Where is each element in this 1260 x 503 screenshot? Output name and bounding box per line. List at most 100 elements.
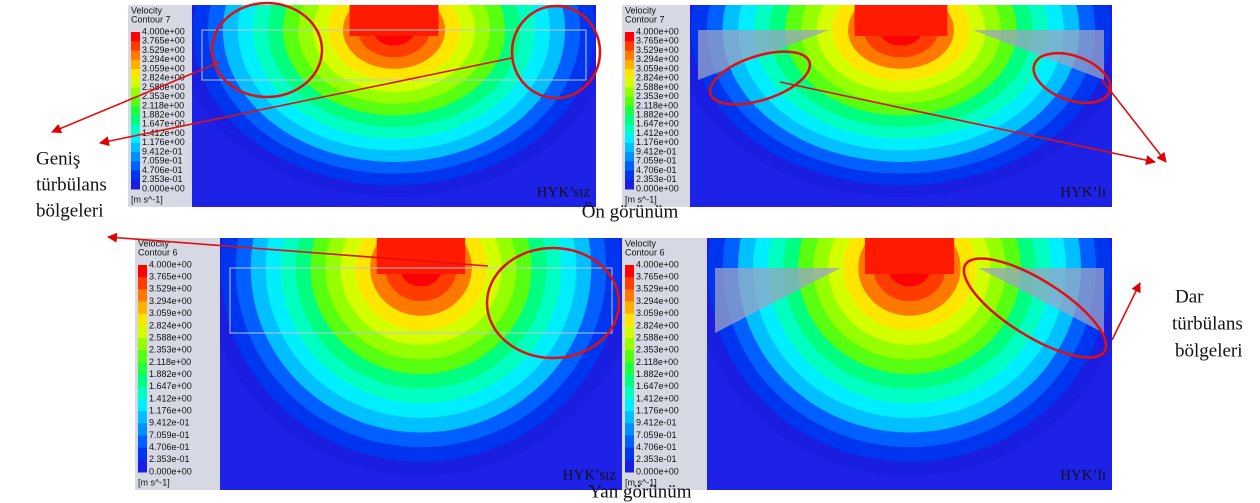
legend-label: 0.000e+00 xyxy=(636,466,679,476)
legend-label: 3.529e+00 xyxy=(636,284,679,294)
colorbar-segment xyxy=(131,152,140,162)
colorbar-segment xyxy=(138,460,147,473)
legend-label: 3.294e+00 xyxy=(636,296,679,306)
colorbar-segment xyxy=(625,171,634,181)
colorbar-segment xyxy=(625,326,634,339)
colorbar-segment xyxy=(138,350,147,363)
annotation-text: türbülans xyxy=(1172,313,1243,334)
colorbar-segment xyxy=(131,78,140,88)
legend-label: 2.118e+00 xyxy=(149,357,191,367)
legend-label: 0.000e+00 xyxy=(149,466,192,476)
legend-label: 9.412e-01 xyxy=(636,418,677,428)
colorbar-segment xyxy=(131,32,140,42)
legend-label: 3.765e+00 xyxy=(636,272,679,282)
colorbar-segment xyxy=(138,435,147,448)
colorbar-segment xyxy=(138,302,147,315)
caption: Ön görünüm xyxy=(582,201,679,222)
jet-core xyxy=(865,238,954,274)
colorbar-segment xyxy=(625,460,634,473)
colorbar-segment xyxy=(131,69,140,79)
jet-core xyxy=(350,5,439,36)
colorbar-segment xyxy=(625,115,634,125)
annotation-text: Geniş xyxy=(36,148,80,169)
legend-label: 2.118e+00 xyxy=(636,357,678,367)
colorbar-segment xyxy=(131,171,140,181)
colorbar-segment xyxy=(625,289,634,302)
legend-label: 2.588e+00 xyxy=(636,332,679,342)
legend-label: 2.588e+00 xyxy=(149,332,192,342)
legend-subtitle: Contour 7 xyxy=(625,14,665,24)
panel-tag: HYK’lı xyxy=(1060,467,1106,483)
panels: VelocityContour 74.000e+003.765e+003.529… xyxy=(128,0,1126,490)
colorbar-segment xyxy=(131,143,140,153)
figure: VelocityContour 74.000e+003.765e+003.529… xyxy=(0,0,1260,503)
colorbar-segment xyxy=(625,448,634,461)
legend-label: 3.059e+00 xyxy=(149,308,192,318)
colorbar-segment xyxy=(625,32,634,42)
colorbar-segment xyxy=(131,180,140,190)
colorbar-segment xyxy=(625,152,634,162)
colorbar-segment xyxy=(625,277,634,290)
legend-unit: [m s^-1] xyxy=(131,194,163,204)
legend-label: 2.353e+00 xyxy=(636,345,679,355)
colorbar-segment xyxy=(131,60,140,70)
colorbar-segment xyxy=(131,41,140,51)
colorbar-segment xyxy=(138,399,147,412)
legend-label: 2.824e+00 xyxy=(636,320,679,330)
annotation-text: bölgeleri xyxy=(1175,340,1243,361)
legend-subtitle: Contour 6 xyxy=(625,247,665,257)
colorbar-segment xyxy=(138,314,147,327)
caption: Yan görünüm xyxy=(588,481,691,502)
colorbar-segment xyxy=(625,78,634,88)
legend-label: 1.647e+00 xyxy=(149,381,192,391)
colorbar-segment xyxy=(625,338,634,351)
colorbar-segment xyxy=(625,423,634,436)
colorbar-segment xyxy=(625,362,634,375)
colorbar-segment xyxy=(625,314,634,327)
legend-label: 3.059e+00 xyxy=(636,308,679,318)
legend-label: 0.000e+00 xyxy=(142,183,185,193)
arrow xyxy=(1112,283,1140,340)
legend-label: 2.353e-01 xyxy=(149,454,190,464)
colorbar-segment xyxy=(625,265,634,278)
legend-label: 1.412e+00 xyxy=(636,393,679,403)
colorbar-segment xyxy=(131,115,140,125)
colorbar-segment xyxy=(138,362,147,375)
legend-label: 4.706e-01 xyxy=(149,442,190,452)
legend-label: 1.882e+00 xyxy=(636,369,679,379)
colorbar-segment xyxy=(625,134,634,144)
colorbar-segment xyxy=(625,124,634,134)
legend-subtitle: Contour 7 xyxy=(131,14,171,24)
colorbar-segment xyxy=(625,411,634,424)
colorbar-segment xyxy=(625,375,634,388)
legend-label: 0.000e+00 xyxy=(636,183,679,193)
legend-subtitle: Contour 6 xyxy=(138,247,178,257)
legend-label: 3.529e+00 xyxy=(149,284,192,294)
colorbar-segment xyxy=(138,411,147,424)
annotation-text: bölgeleri xyxy=(36,200,104,221)
legend-label: 4.000e+00 xyxy=(149,259,192,269)
colorbar-segment xyxy=(138,326,147,339)
colorbar-segment xyxy=(131,50,140,60)
colorbar-segment xyxy=(625,161,634,171)
annotation-text: Dar xyxy=(1175,286,1204,307)
colorbar-segment xyxy=(138,387,147,400)
legend-label: 3.294e+00 xyxy=(149,296,192,306)
legend-label: 3.765e+00 xyxy=(149,272,192,282)
colorbar-segment xyxy=(625,50,634,60)
legend-label: 1.176e+00 xyxy=(149,405,192,415)
legend-label: 4.000e+00 xyxy=(636,259,679,269)
legend-label: 1.176e+00 xyxy=(636,405,679,415)
colorbar-segment xyxy=(138,375,147,388)
colorbar-segment xyxy=(138,423,147,436)
colorbar-segment xyxy=(131,124,140,134)
colorbar-segment xyxy=(138,277,147,290)
colorbar-segment xyxy=(138,338,147,351)
colorbar-segment xyxy=(138,448,147,461)
legend-label: 1.412e+00 xyxy=(149,393,192,403)
contour-field xyxy=(178,0,610,207)
jet-core xyxy=(377,238,465,274)
colorbar-segment xyxy=(625,399,634,412)
legend-label: 7.059e-01 xyxy=(636,430,677,440)
colorbar-segment xyxy=(625,69,634,79)
